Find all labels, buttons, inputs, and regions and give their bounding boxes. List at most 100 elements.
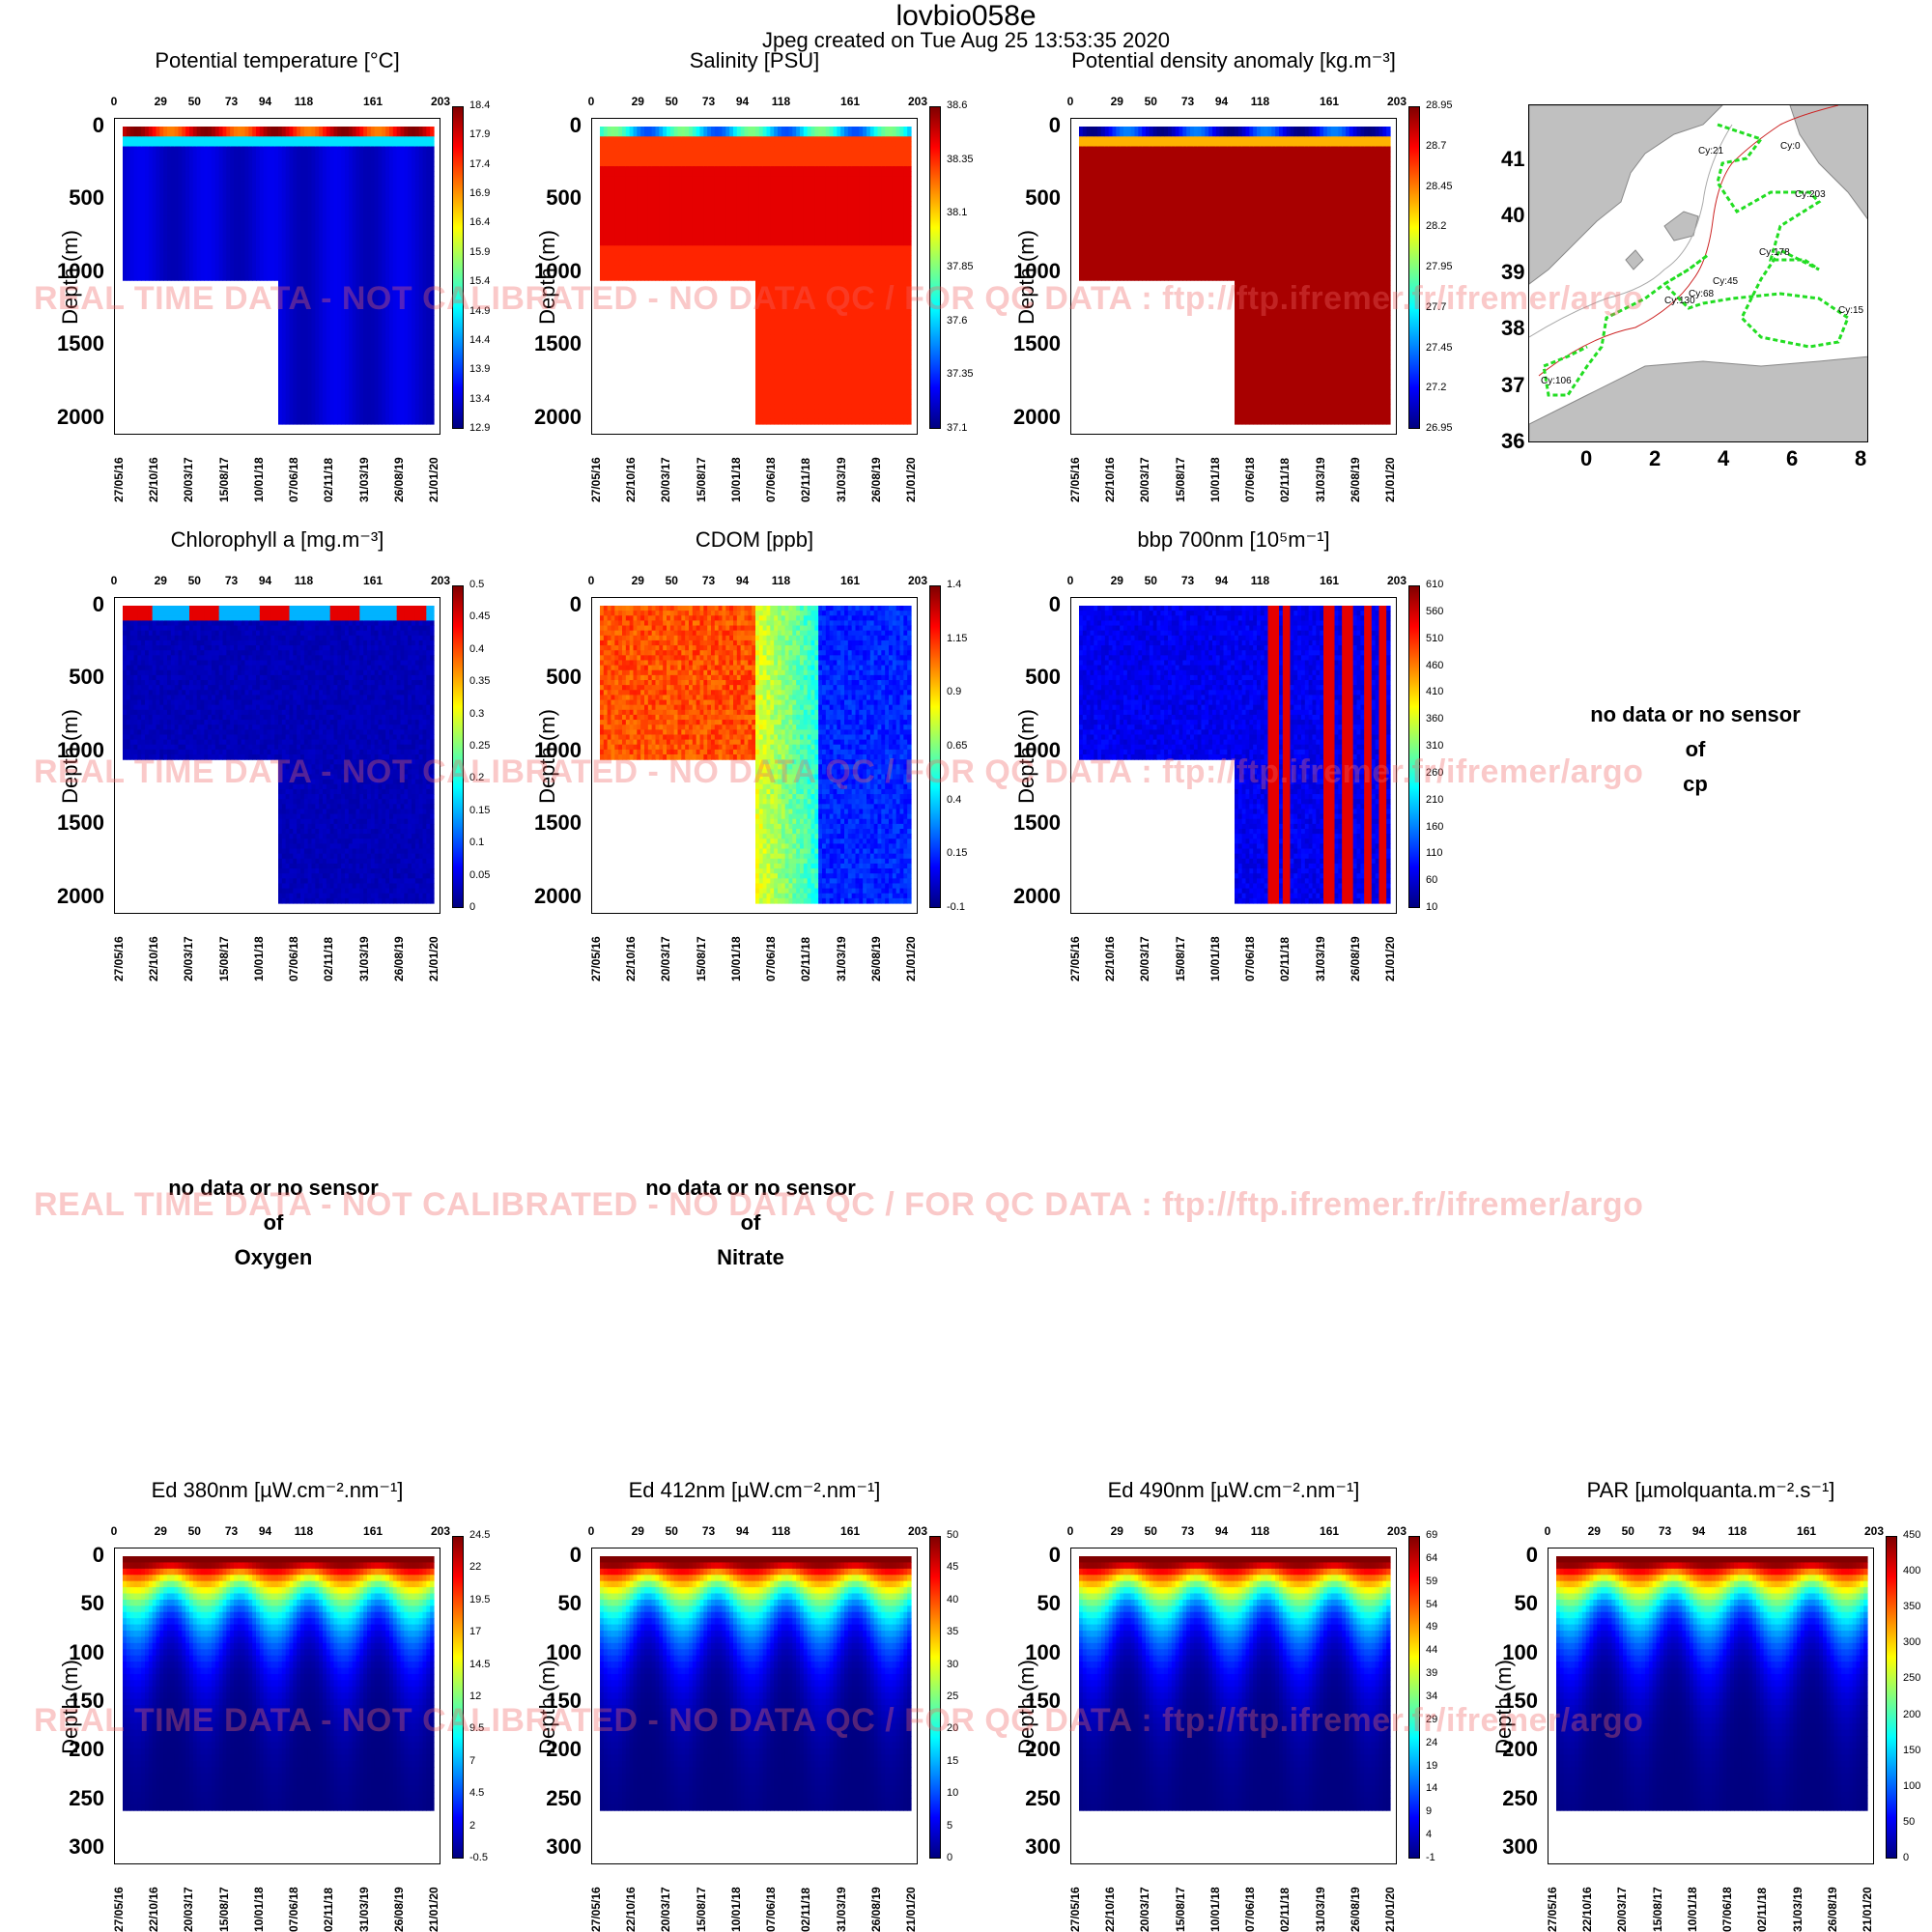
heatmap-cell xyxy=(700,206,704,212)
heatmap-cell xyxy=(723,261,726,267)
heatmap-cell xyxy=(312,275,316,281)
heatmap-cell xyxy=(226,245,230,251)
heatmap-cell xyxy=(356,171,360,177)
heatmap-cell xyxy=(707,131,711,137)
heatmap-cell xyxy=(412,152,415,157)
heatmap-cell xyxy=(640,215,644,221)
heatmap-cell xyxy=(248,201,252,207)
heatmap-cell xyxy=(412,275,415,281)
heatmap-cell xyxy=(723,156,726,162)
heatmap-cell xyxy=(630,171,634,177)
heatmap-cell xyxy=(134,226,138,232)
heatmap-cell xyxy=(604,161,608,167)
heatmap-cell xyxy=(614,181,618,186)
heatmap-cell xyxy=(208,136,212,142)
heatmap-cell xyxy=(201,152,205,157)
heatmap-cell xyxy=(149,161,153,167)
heatmap-cell xyxy=(423,275,427,281)
heatmap-cell xyxy=(337,241,341,246)
heatmap-cell xyxy=(393,320,397,326)
heatmap-cell xyxy=(256,270,260,276)
heatmap-cell xyxy=(286,280,290,286)
heatmap-cell xyxy=(167,236,171,242)
heatmap-cell xyxy=(334,300,338,306)
heatmap-cell xyxy=(426,359,430,365)
heatmap-cell xyxy=(315,345,319,351)
heatmap-cell xyxy=(608,171,611,177)
heatmap-cell xyxy=(230,131,234,137)
heatmap-cell xyxy=(315,181,319,186)
heatmap-cell xyxy=(156,275,160,281)
heatmap-cell xyxy=(640,186,644,192)
heatmap-cell xyxy=(611,226,615,232)
heatmap-cell xyxy=(327,152,330,157)
heatmap-cell xyxy=(334,404,338,410)
heatmap-cell xyxy=(315,359,319,365)
heatmap-cell xyxy=(330,131,334,137)
heatmap-cell xyxy=(729,231,733,237)
heatmap-cell xyxy=(670,166,674,172)
heatmap-cell xyxy=(423,261,427,267)
heatmap-cell xyxy=(337,380,341,385)
heatmap-cell xyxy=(134,221,138,227)
heatmap-cell xyxy=(644,131,648,137)
heatmap-cell xyxy=(304,300,308,306)
heatmap-cell xyxy=(323,359,327,365)
heatmap-cell xyxy=(618,245,622,251)
heatmap-cell xyxy=(286,270,290,276)
heatmap-cell xyxy=(293,340,297,346)
heatmap-cell xyxy=(238,241,242,246)
heatmap-cell xyxy=(312,191,316,197)
heatmap-cell xyxy=(286,211,290,216)
heatmap-cell xyxy=(315,215,319,221)
heatmap-cell xyxy=(393,285,397,291)
heatmap-cell xyxy=(293,147,297,153)
heatmap-cell xyxy=(389,245,393,251)
heatmap-cell xyxy=(204,127,208,132)
heatmap-cell xyxy=(297,236,300,242)
heatmap-cell xyxy=(663,191,667,197)
heatmap-cell xyxy=(401,152,405,157)
heatmap-cell xyxy=(689,250,693,256)
heatmap-cell xyxy=(270,266,274,271)
heatmap-cell xyxy=(334,241,338,246)
heatmap-cell xyxy=(419,127,423,132)
heatmap-cell xyxy=(423,290,427,296)
heatmap-cell xyxy=(234,152,238,157)
heatmap-cell xyxy=(681,250,685,256)
heatmap-cell xyxy=(134,245,138,251)
heatmap-cell xyxy=(423,280,427,286)
heatmap-cell xyxy=(423,141,427,147)
heatmap-cell xyxy=(608,201,611,207)
heatmap-cell xyxy=(308,241,312,246)
heatmap-cell xyxy=(226,275,230,281)
heatmap-cell xyxy=(219,221,223,227)
heatmap-cell xyxy=(297,136,300,142)
heatmap-cell xyxy=(385,127,389,132)
heatmap-cell xyxy=(349,241,353,246)
heatmap-cell xyxy=(145,181,149,186)
heatmap-cell xyxy=(725,147,729,153)
heatmap-cell xyxy=(430,201,434,207)
heatmap-cell xyxy=(600,141,604,147)
heatmap-cell xyxy=(423,399,427,405)
heatmap-cell xyxy=(707,127,711,132)
heatmap-cell xyxy=(393,201,397,207)
heatmap-cell xyxy=(330,152,334,157)
heatmap-cell xyxy=(604,136,608,142)
heatmap-cell xyxy=(703,166,707,172)
heatmap-cell xyxy=(268,166,271,172)
heatmap-cell xyxy=(412,355,415,360)
heatmap-cell xyxy=(415,245,419,251)
heatmap-cell xyxy=(230,166,234,172)
heatmap-cell xyxy=(159,250,163,256)
heatmap-cell xyxy=(282,389,286,395)
heatmap-cell xyxy=(323,191,327,197)
heatmap-cell xyxy=(127,250,130,256)
heatmap-cell xyxy=(297,166,300,172)
heatmap-cell xyxy=(304,176,308,182)
heatmap-cell xyxy=(137,186,141,192)
heatmap-cell xyxy=(363,245,367,251)
heatmap-cell xyxy=(363,275,367,281)
heatmap-cell xyxy=(367,280,371,286)
